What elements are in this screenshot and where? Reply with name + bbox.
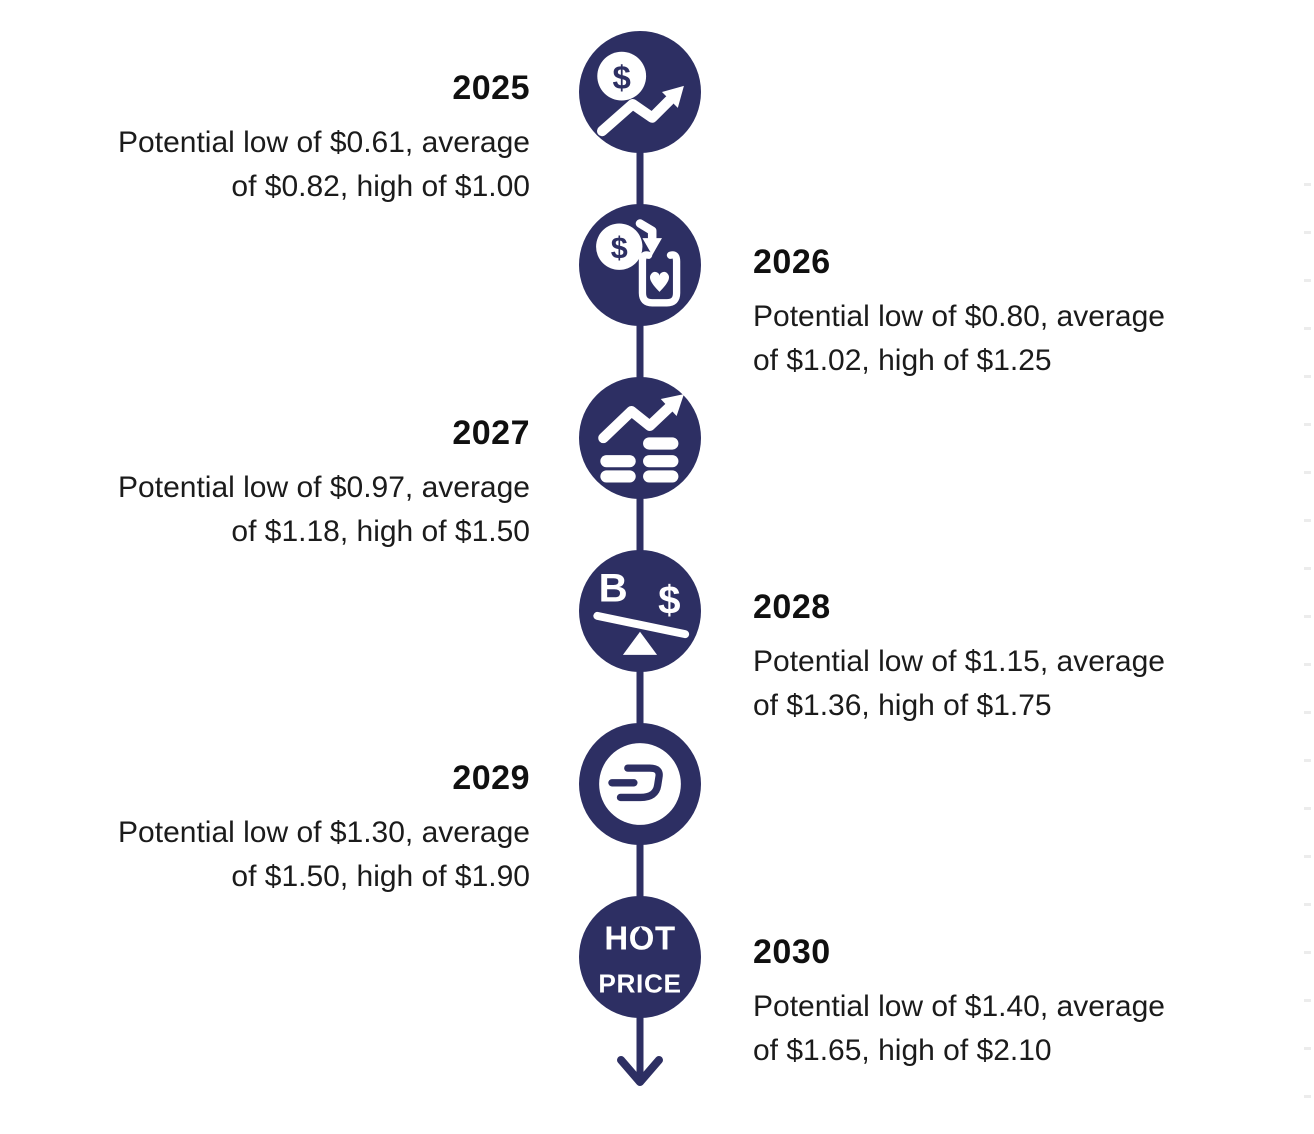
donation-jar-icon: $ — [579, 204, 701, 326]
timeline-entry-2025: 2025 Potential low of $0.61, average of … — [25, 68, 530, 209]
year-label: 2030 — [753, 933, 831, 971]
prediction-line1: Potential low of $1.40, average — [753, 990, 1165, 1023]
timeline-node-2027 — [579, 377, 701, 499]
timeline-entry-2027: 2027 Potential low of $0.97, average of … — [25, 413, 530, 554]
prediction-line1: Potential low of $0.61, average — [118, 126, 530, 159]
timeline-entry-2030: 2030 Potential low of $1.40, average of … — [753, 932, 1298, 1073]
prediction-text: Potential low of $0.61, average of $0.82… — [25, 121, 530, 209]
prediction-line2: of $0.82, high of $1.00 — [231, 170, 530, 203]
year-label: 2025 — [452, 69, 530, 107]
hot-price-icon: HOT PRICE — [579, 896, 701, 1018]
prediction-line1: Potential low of $1.15, average — [753, 645, 1165, 678]
dollar-glyph: $ — [611, 231, 628, 265]
timeline-node-2029 — [579, 723, 701, 845]
prediction-line1: Potential low of $0.97, average — [118, 471, 530, 504]
prediction-text: Potential low of $1.30, average of $1.50… — [25, 811, 530, 899]
timeline-node-2025: $ — [579, 31, 701, 153]
year-label: 2028 — [753, 588, 831, 626]
prediction-text: Potential low of $1.40, average of $1.65… — [753, 985, 1298, 1073]
flame-detail — [636, 926, 645, 941]
prediction-line2: of $1.02, high of $1.25 — [753, 344, 1052, 377]
prediction-text: Potential low of $0.80, average of $1.02… — [753, 295, 1298, 383]
dollar-glyph: $ — [658, 578, 680, 623]
prediction-text: Potential low of $0.97, average of $1.18… — [25, 466, 530, 554]
year-label: 2026 — [753, 243, 831, 281]
timeline-node-2028: B $ — [579, 550, 701, 672]
prediction-line2: of $1.18, high of $1.50 — [231, 515, 530, 548]
balance-scale-icon: B $ — [579, 550, 701, 672]
dollar-glyph: $ — [613, 59, 631, 96]
year-label: 2027 — [452, 414, 530, 452]
timeline-node-2026: $ — [579, 204, 701, 326]
timeline-entry-2026: 2026 Potential low of $0.80, average of … — [753, 242, 1298, 383]
timeline-entry-2028: 2028 Potential low of $1.15, average of … — [753, 587, 1298, 728]
money-growth-icon: $ — [579, 31, 701, 153]
timeline-node-2030: HOT PRICE — [579, 896, 701, 1018]
bitcoin-glyph: B — [599, 565, 628, 610]
dash-coin-icon — [579, 723, 701, 845]
timeline-entry-2029: 2029 Potential low of $1.30, average of … — [25, 758, 530, 899]
prediction-line1: Potential low of $1.30, average — [118, 816, 530, 849]
prediction-line2: of $1.50, high of $1.90 — [231, 860, 530, 893]
chart-coins-icon — [579, 377, 701, 499]
prediction-line2: of $1.65, high of $2.10 — [753, 1034, 1052, 1067]
prediction-line1: Potential low of $0.80, average — [753, 300, 1165, 333]
edge-tick-marks — [1304, 183, 1311, 1108]
prediction-line2: of $1.36, high of $1.75 — [753, 689, 1052, 722]
year-label: 2029 — [452, 759, 530, 797]
price-label: PRICE — [598, 968, 681, 998]
prediction-text: Potential low of $1.15, average of $1.36… — [753, 640, 1298, 728]
